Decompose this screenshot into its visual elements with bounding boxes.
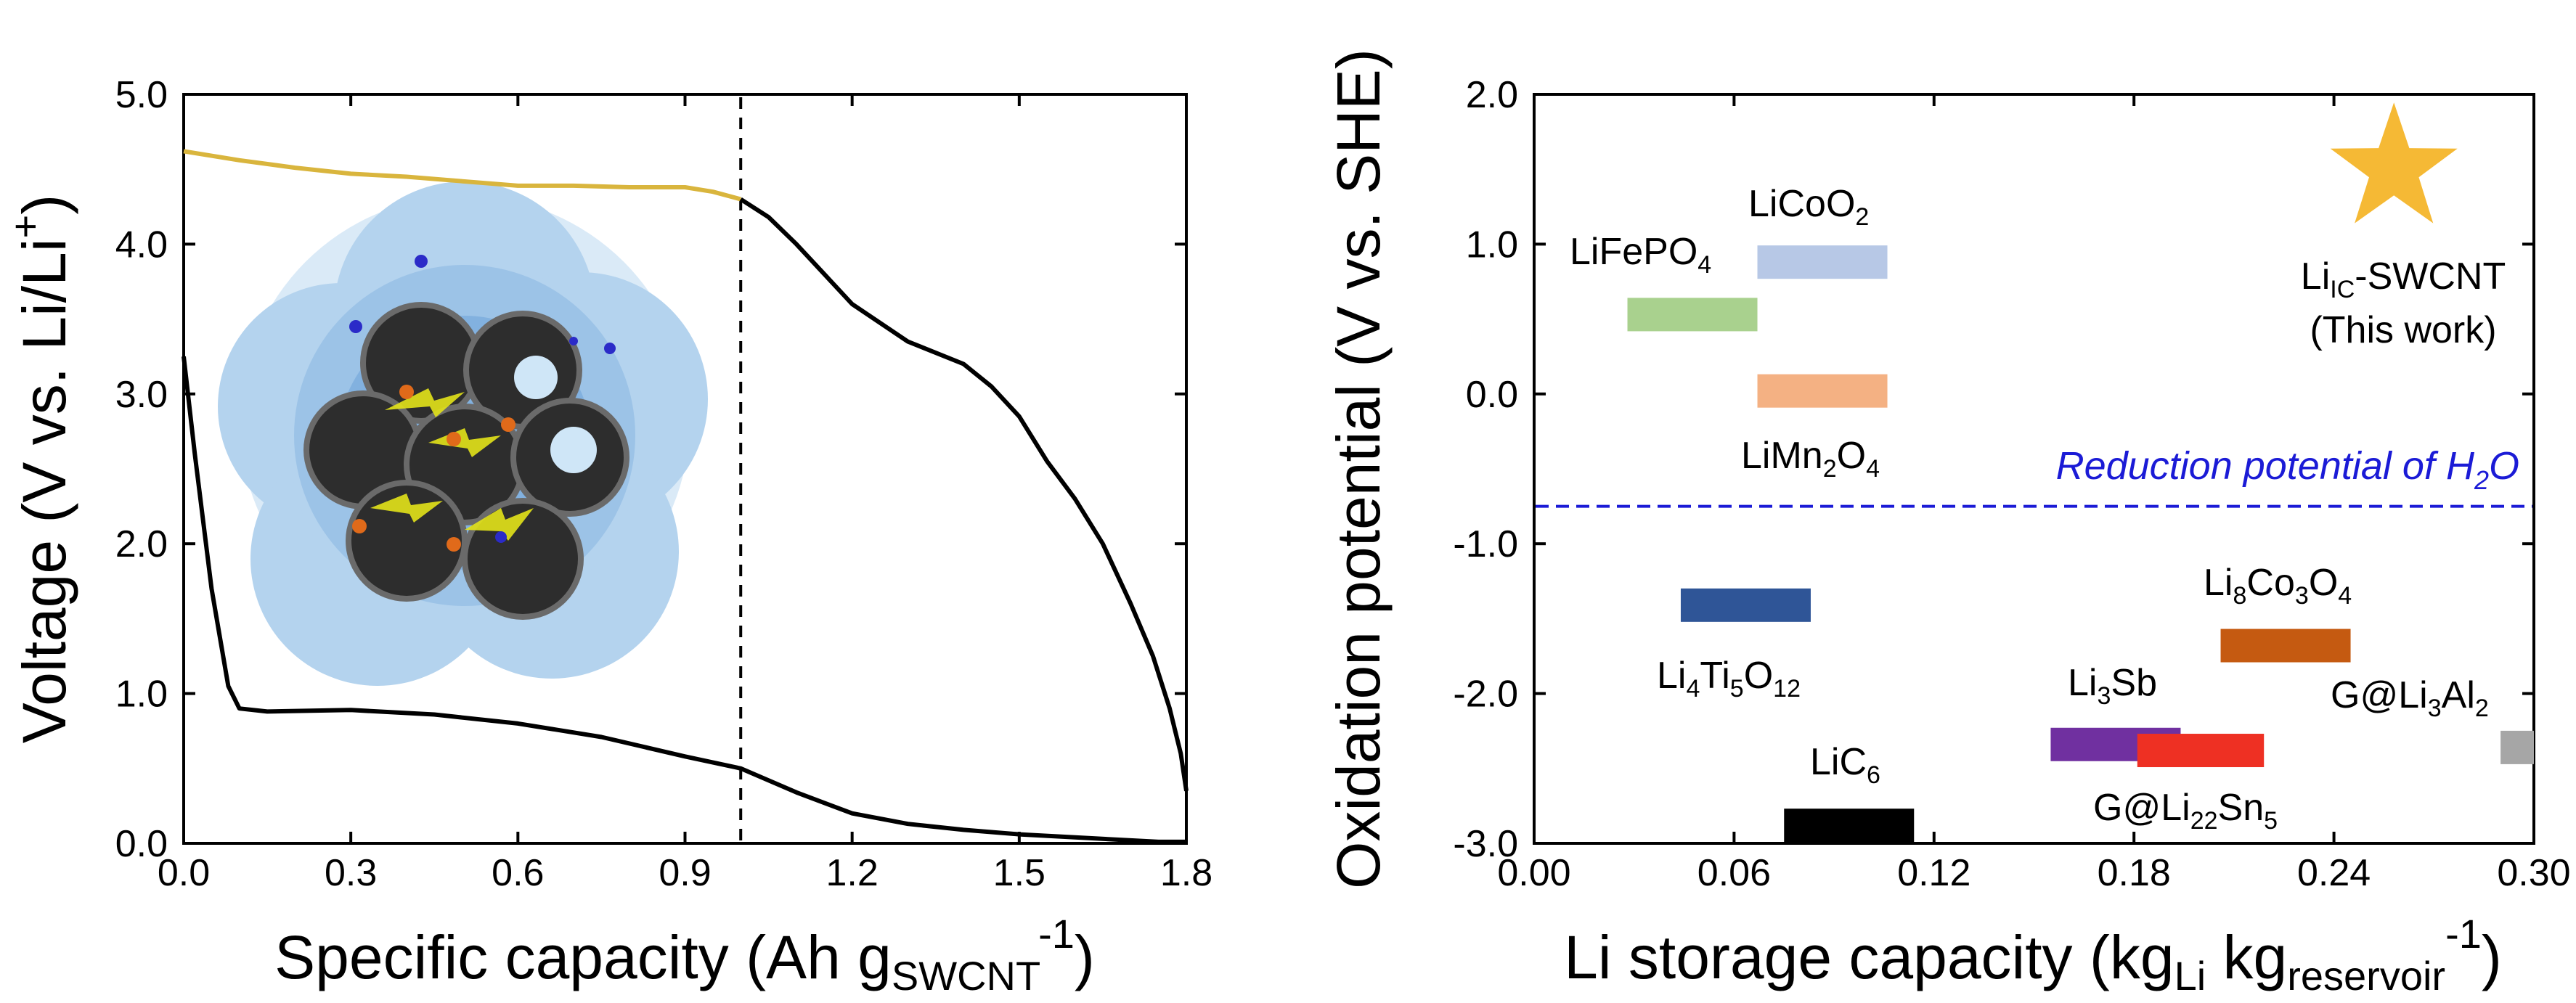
left-x-tick-label: 0.0 bbox=[158, 852, 210, 894]
label-li8co3o4: Li8Co3O4 bbox=[2204, 562, 2352, 610]
label-gli3al2: G@Li3Al2 bbox=[2331, 674, 2489, 722]
material-bar-3 bbox=[1680, 588, 1811, 622]
left-y-tick-label: 0.0 bbox=[115, 823, 168, 865]
left-series-line-1 bbox=[182, 356, 1186, 844]
left-y-tick-label: 5.0 bbox=[115, 74, 168, 116]
right-ticks: 0.00 0.06 0.12 0.18 0.24 0.30 -3.0 -2.0 -1.0 0.0 1… bbox=[1453, 74, 2570, 894]
left-y-tick-label: 4.0 bbox=[115, 224, 168, 266]
left-x-tick-label: 0.6 bbox=[492, 852, 544, 894]
label-limn2o4: LiMn2O4 bbox=[1741, 435, 1880, 483]
right-bars bbox=[1627, 245, 2534, 843]
right-axes-frame bbox=[1533, 93, 2535, 845]
left-y-tick-label: 3.0 bbox=[115, 374, 168, 416]
right-x-tick-label: 0.12 bbox=[1897, 852, 1970, 894]
left-ticks: 0.0 0.3 0.6 0.9 1.2 1.5 1.8 0.0 1.0 2.0 3.0 4.0 5.0 bbox=[115, 74, 1212, 894]
material-bar-1 bbox=[1627, 298, 1758, 332]
right-x-axis-label: Li storage capacity (kgLi kgreservoir-1) bbox=[1564, 911, 2502, 999]
label-lic6: LiC6 bbox=[1810, 741, 1880, 789]
label-li4ti5o12: Li4Ti5O12 bbox=[1657, 655, 1801, 703]
left-y-axis-label: Voltage (V vs. Li/Li+) bbox=[2, 195, 78, 743]
left-illustration bbox=[218, 181, 708, 686]
label-lifepo4: LiFePO4 bbox=[1570, 231, 1711, 279]
right-chart: 0.00 0.06 0.12 0.18 0.24 0.30 -3.0 -2.0 -1.0 0.0 1… bbox=[1324, 49, 2571, 999]
left-series-line-0 bbox=[183, 149, 741, 202]
right-y-tick-label: 2.0 bbox=[1466, 74, 1518, 116]
material-bar-7 bbox=[2500, 730, 2534, 764]
left-x-tick-label: 1.8 bbox=[1160, 852, 1212, 894]
right-x-tick-label: 0.18 bbox=[2098, 852, 2171, 894]
right-y-tick-label: -3.0 bbox=[1453, 823, 1518, 865]
left-x-axis-label: Specific capacity (Ah gSWCNT-1) bbox=[274, 911, 1095, 999]
material-labels: LiCoO2 LiFePO4 LiMn2O4 Li4Ti5O12 Li8Co3O… bbox=[1570, 183, 2489, 835]
material-bar-0 bbox=[1757, 245, 1888, 279]
right-y-tick-label: 1.0 bbox=[1466, 224, 1518, 266]
right-y-tick-label: 0.0 bbox=[1466, 374, 1518, 416]
material-bar-6 bbox=[2137, 734, 2265, 768]
highlight-label-line1: LiIC-SWCNT bbox=[2301, 255, 2506, 303]
left-series bbox=[182, 149, 1189, 844]
right-x-tick-label: 0.30 bbox=[2497, 852, 2570, 894]
label-licoo2: LiCoO2 bbox=[1748, 183, 1869, 231]
right-x-tick-label: 0.06 bbox=[1697, 852, 1771, 894]
left-x-tick-label: 1.2 bbox=[826, 852, 879, 894]
left-x-tick-label: 0.3 bbox=[325, 852, 377, 894]
star-icon bbox=[2330, 102, 2458, 224]
right-y-tick-label: -1.0 bbox=[1453, 523, 1518, 565]
label-gli22sn5: G@Li22Sn5 bbox=[2093, 787, 2278, 835]
left-chart: 0.0 0.3 0.6 0.9 1.2 1.5 1.80.01.02.03.04.05.0 … bbox=[2, 74, 1212, 999]
material-bar-8 bbox=[1784, 808, 1915, 843]
right-y-tick-label: -2.0 bbox=[1453, 674, 1518, 716]
left-y-tick-label: 1.0 bbox=[115, 674, 168, 716]
label-li3sb: Li3Sb bbox=[2068, 662, 2157, 710]
left-y-tick-label: 2.0 bbox=[115, 523, 168, 565]
right-x-tick-label: 0.00 bbox=[1497, 852, 1570, 894]
right-y-axis-label: Oxidation potential (V vs. SHE) bbox=[1324, 49, 1393, 889]
left-series-line-2 bbox=[739, 197, 1189, 792]
left-x-tick-label: 1.5 bbox=[993, 852, 1046, 894]
highlight-label-line2: (This work) bbox=[2310, 309, 2496, 351]
material-bar-4 bbox=[2220, 629, 2351, 663]
reduction-potential-label: Reduction potential of H2O bbox=[2056, 444, 2519, 495]
right-x-tick-label: 0.24 bbox=[2297, 852, 2371, 894]
material-bar-2 bbox=[1757, 374, 1888, 408]
left-x-tick-label: 0.9 bbox=[659, 852, 711, 894]
